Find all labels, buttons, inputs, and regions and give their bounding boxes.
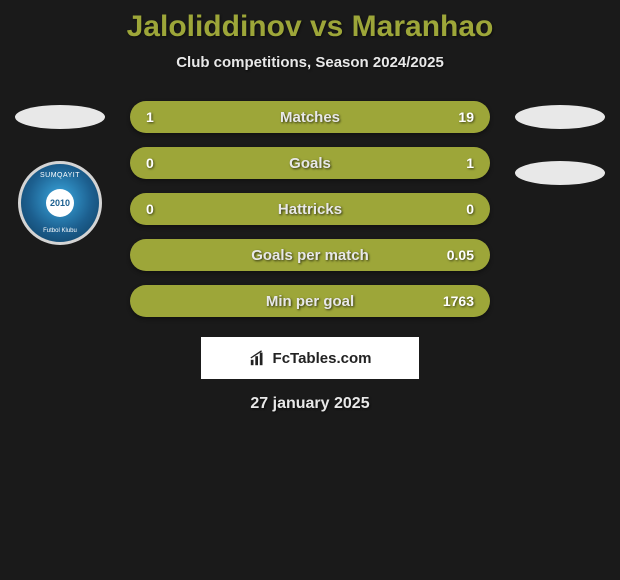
club-badge-placeholder <box>515 161 605 185</box>
content-row: SUMQAYIT 2010 Futbol Klubu 1 Matches 19 … <box>0 101 620 317</box>
right-player-col <box>508 101 612 317</box>
stat-right-value: 1 <box>434 155 474 171</box>
stat-right-value: 0 <box>434 201 474 217</box>
left-player-col: SUMQAYIT 2010 Futbol Klubu <box>8 101 112 317</box>
chart-icon <box>249 349 267 367</box>
brand-box[interactable]: FcTables.com <box>201 337 419 379</box>
stat-row: 0 Goals 1 <box>130 147 490 179</box>
stat-left-value: 0 <box>146 155 186 171</box>
stat-label: Min per goal <box>266 293 354 310</box>
comparison-card: Jaloliddinov vs Maranhao Club competitio… <box>0 0 620 580</box>
stat-label: Goals per match <box>251 247 369 264</box>
stats-column: 1 Matches 19 0 Goals 1 0 Hattricks 0 Goa… <box>112 101 508 317</box>
stat-right-value: 0.05 <box>434 247 474 263</box>
player-photo-placeholder <box>15 105 105 129</box>
stat-left-value: 0 <box>146 201 186 217</box>
club-badge-sumqayit: SUMQAYIT 2010 Futbol Klubu <box>18 161 102 245</box>
stat-label: Matches <box>280 109 340 126</box>
stat-label: Goals <box>289 155 331 172</box>
badge-top-text: SUMQAYIT <box>40 172 80 179</box>
badge-bottom-text: Futbol Klubu <box>43 228 77 234</box>
date-text: 27 january 2025 <box>0 395 620 413</box>
stat-row: 0 Hattricks 0 <box>130 193 490 225</box>
stat-row: Min per goal 1763 <box>130 285 490 317</box>
stat-row: 1 Matches 19 <box>130 101 490 133</box>
page-title: Jaloliddinov vs Maranhao <box>0 0 620 44</box>
stat-label: Hattricks <box>278 201 342 218</box>
stat-right-value: 1763 <box>434 293 474 309</box>
player-photo-placeholder <box>515 105 605 129</box>
page-subtitle: Club competitions, Season 2024/2025 <box>0 54 620 71</box>
stat-left-value: 1 <box>146 109 186 125</box>
badge-year: 2010 <box>46 189 74 217</box>
stat-row: Goals per match 0.05 <box>130 239 490 271</box>
brand-text: FcTables.com <box>273 350 372 367</box>
stat-right-value: 19 <box>434 109 474 125</box>
